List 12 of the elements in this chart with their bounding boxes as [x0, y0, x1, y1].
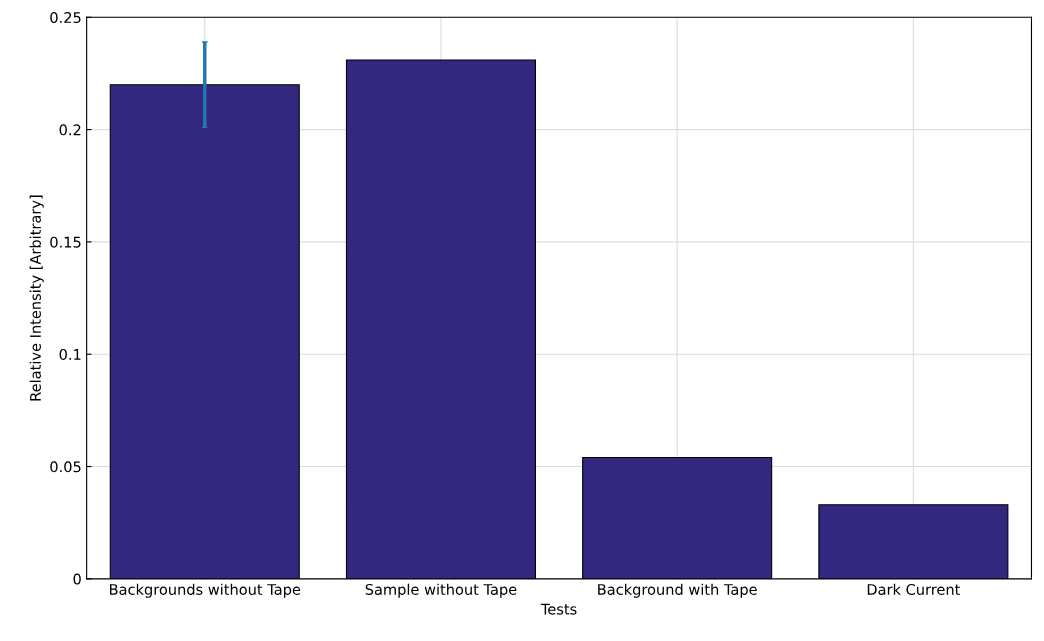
y-tick-label: 0.25 — [50, 12, 81, 24]
y-tick-label: 0 — [73, 573, 81, 585]
x-tick-label: Backgrounds without Tape — [110, 583, 301, 598]
y-axis-title: Relative Intensity [Arbitrary] — [29, 195, 44, 401]
y-tick-label: 0.1 — [59, 348, 81, 360]
y-tick-label: 0.05 — [50, 461, 81, 473]
x-axis-title: Tests — [540, 603, 577, 615]
x-tick-label: Dark Current — [867, 583, 961, 595]
x-tick-label: Background with Tape — [598, 583, 757, 598]
y-tick-label: 0.2 — [59, 124, 81, 136]
y-tick-label: 0.15 — [50, 236, 81, 248]
x-tick-label: Sample without Tape — [365, 583, 517, 598]
